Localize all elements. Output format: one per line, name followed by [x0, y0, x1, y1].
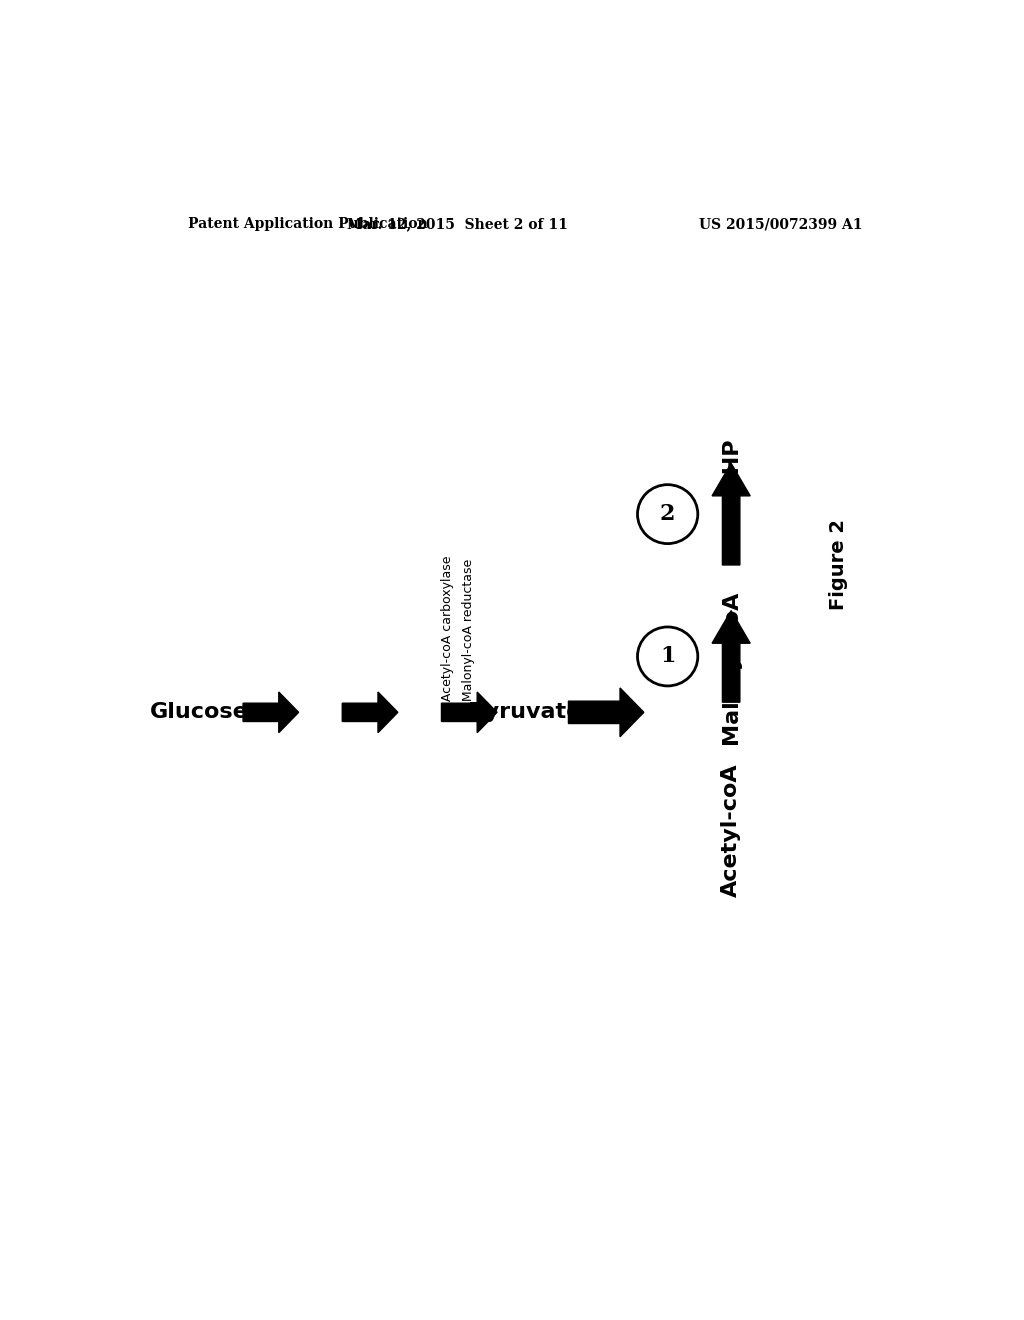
- Polygon shape: [342, 692, 397, 733]
- Text: Patent Application Publication: Patent Application Publication: [187, 218, 427, 231]
- Text: 1. Acetyl-coA carboxylase
2. Malonyl-coA reductase: 1. Acetyl-coA carboxylase 2. Malonyl-coA…: [441, 556, 475, 717]
- Text: 1: 1: [659, 645, 676, 668]
- Text: Pyruvate: Pyruvate: [468, 702, 582, 722]
- Polygon shape: [568, 688, 644, 737]
- Polygon shape: [712, 463, 751, 565]
- Text: 3-HP: 3-HP: [721, 438, 741, 498]
- Text: Figure 2: Figure 2: [828, 520, 848, 610]
- Text: Acetyl-coA: Acetyl-coA: [721, 763, 741, 896]
- Text: Malonyl-coA: Malonyl-coA: [721, 590, 741, 743]
- Text: Glucose: Glucose: [151, 702, 249, 722]
- Text: Mar. 12, 2015  Sheet 2 of 11: Mar. 12, 2015 Sheet 2 of 11: [347, 218, 567, 231]
- Polygon shape: [712, 611, 751, 702]
- Polygon shape: [243, 692, 299, 733]
- Polygon shape: [441, 692, 497, 733]
- Text: US 2015/0072399 A1: US 2015/0072399 A1: [698, 218, 862, 231]
- Text: 2: 2: [659, 503, 676, 525]
